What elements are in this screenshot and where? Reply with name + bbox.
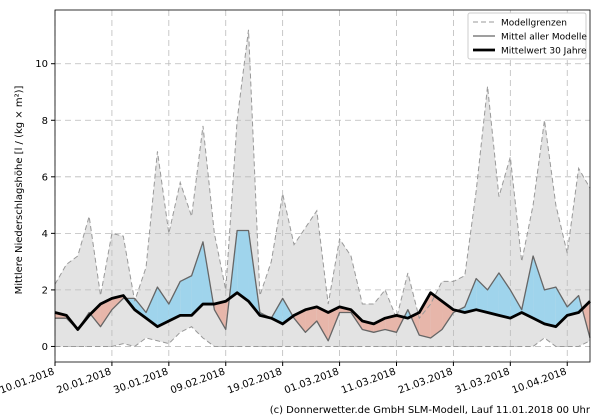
difference-fill: [385, 315, 397, 333]
difference-fill: [134, 298, 147, 319]
difference-fill: [146, 287, 158, 327]
difference-fill: [90, 304, 101, 327]
y-tick-label: 2: [42, 285, 48, 296]
difference-fill: [373, 318, 386, 333]
legend-label: Modellgrenzen: [501, 19, 567, 29]
model-range-area: [55, 29, 590, 347]
difference-fill: [271, 298, 283, 324]
y-tick-label: 8: [42, 116, 48, 127]
difference-fill: [214, 301, 226, 330]
y-tick-label: 10: [35, 59, 48, 70]
legend-label: Mittelwert 30 Jahre: [501, 47, 587, 57]
legend-label: Mittel aller Modelle: [501, 33, 587, 43]
y-tick-label: 0: [42, 342, 48, 353]
difference-fill: [544, 287, 556, 327]
difference-fill: [316, 306, 329, 341]
series-line: [54, 291, 591, 331]
legend-box: [467, 12, 587, 60]
footer: (c) Donnerwetter.de GmbH SLM-Modell, Lau…: [270, 405, 591, 416]
difference-fill: [180, 275, 192, 316]
difference-fill: [430, 292, 443, 338]
difference-fill: [419, 292, 431, 338]
difference-fill: [305, 306, 317, 333]
difference-fill: [237, 230, 249, 302]
difference-fill: [510, 289, 522, 319]
plot-frame: [54, 9, 591, 363]
y-tick-label: 4: [42, 229, 48, 240]
model-range-edge: [54, 29, 591, 320]
difference-fill: [567, 295, 579, 316]
difference-fill: [487, 272, 499, 316]
difference-fill: [533, 255, 545, 324]
difference-fill: [168, 281, 181, 322]
y-axis-label: Mittlere Niederschlagshöhe [l / (kg × m²…: [14, 86, 25, 295]
difference-fill: [100, 298, 112, 327]
difference-fill: [191, 241, 203, 316]
difference-fill: [498, 272, 511, 319]
series-line: [55, 229, 591, 342]
model-range-edge: [55, 326, 591, 347]
difference-fill: [157, 287, 169, 327]
y-tick-label: 6: [42, 172, 48, 183]
